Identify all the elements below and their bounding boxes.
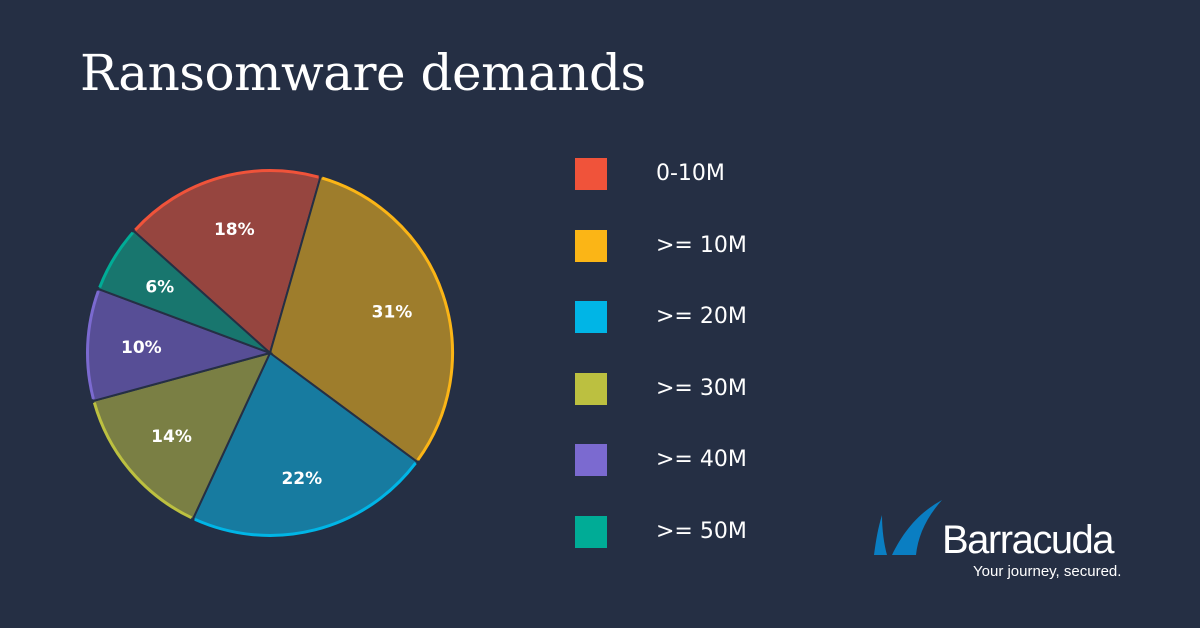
data-label: 31% — [372, 303, 413, 323]
pie-slice-rim — [98, 231, 134, 288]
legend-swatch — [575, 372, 607, 405]
data-label: 18% — [214, 220, 255, 240]
legend-swatch — [575, 515, 607, 548]
legend-swatch — [575, 444, 607, 476]
legend-item: >= 40M — [575, 444, 875, 476]
pie-slice-rim — [321, 176, 454, 461]
legend-swatch — [575, 301, 607, 333]
legend-label: >= 20M — [656, 304, 747, 329]
legend-swatch — [575, 229, 607, 262]
data-label: 22% — [281, 469, 322, 489]
chart-title: Ransomware demands — [80, 44, 646, 102]
pie-slice-rim — [134, 169, 319, 231]
legend-item: >= 50M — [575, 515, 875, 548]
data-label: 6% — [145, 277, 174, 297]
logo-brand: Barracuda — [942, 518, 1115, 562]
legend-item: >= 30M — [575, 372, 875, 405]
barracuda-logo: Barracuda Your journey, secured. — [870, 500, 1140, 590]
legend-label: >= 40M — [656, 447, 747, 472]
legend-label: 0-10M — [656, 161, 725, 186]
legend-item: >= 20M — [575, 301, 875, 333]
data-label: 10% — [121, 338, 162, 358]
shark-fin-icon — [874, 500, 942, 555]
data-label: 14% — [151, 427, 192, 447]
logo-tagline: Your journey, secured. — [973, 563, 1122, 580]
legend-swatch — [575, 158, 607, 190]
pie-slice-rim — [92, 402, 193, 520]
legend-label: >= 30M — [656, 375, 747, 401]
legend-item: 0-10M — [575, 158, 875, 190]
legend-item: >= 10M — [575, 229, 875, 262]
pie-slice-rim — [194, 462, 417, 537]
legend-label: >= 10M — [656, 232, 747, 258]
legend-label: >= 50M — [656, 518, 747, 544]
pie-slice-rim — [86, 290, 100, 400]
